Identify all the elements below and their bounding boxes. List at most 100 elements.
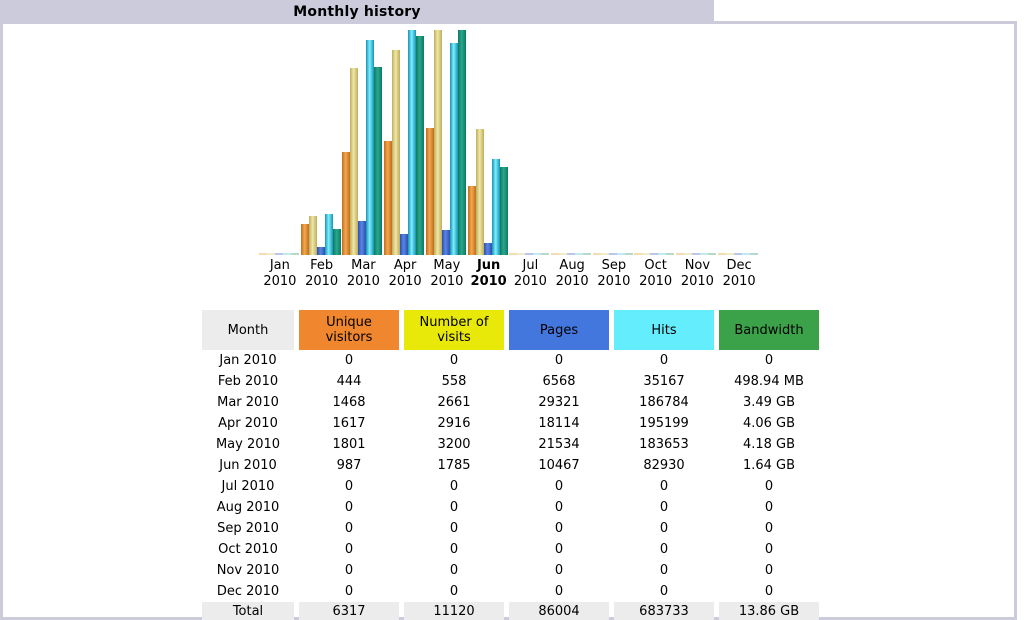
table-row-nov-2010: Nov 2010 0 0 0 0 0 xyxy=(202,560,819,581)
cell-month: Aug 2010 xyxy=(216,500,280,515)
cell-unique: 0 xyxy=(344,479,354,494)
bar-group-jan-2010 xyxy=(259,30,299,255)
cell-hits: 0 xyxy=(659,584,669,599)
total-label: Total xyxy=(202,602,294,620)
cell-unique: 0 xyxy=(344,542,354,557)
bar-bandwidth-gb xyxy=(333,229,341,255)
cell-visits: 0 xyxy=(449,500,459,515)
cell-pages: 0 xyxy=(554,542,564,557)
bar-group-may-2010 xyxy=(426,30,466,255)
cell-bandwidth: 4.18 GB xyxy=(742,437,796,452)
x-axis-label-feb-2010: Feb 2010 xyxy=(305,258,339,289)
bar-hits xyxy=(325,214,333,255)
cell-month: Apr 2010 xyxy=(218,416,278,431)
bar-hits xyxy=(492,159,500,255)
bar-bandwidth-gb xyxy=(416,36,424,255)
bar-unique-visitors xyxy=(342,152,350,255)
bar-pages xyxy=(400,234,408,255)
cell-visits: 1785 xyxy=(437,458,471,473)
cell-pages: 0 xyxy=(554,479,564,494)
bar-group-sep-2010 xyxy=(593,30,633,255)
cell-visits: 0 xyxy=(449,563,459,578)
cell-unique: 987 xyxy=(336,458,362,473)
total-hits: 683733 xyxy=(614,602,714,620)
x-axis-label-apr-2010: Apr 2010 xyxy=(388,258,422,289)
cell-month: Sep 2010 xyxy=(217,521,279,536)
cell-bandwidth: 3.49 GB xyxy=(742,395,796,410)
total-unique: 6317 xyxy=(299,602,399,620)
bar-group-dec-2010 xyxy=(718,30,758,255)
section-title-bar: Monthly history xyxy=(0,0,714,24)
cell-bandwidth: 1.64 GB xyxy=(742,458,796,473)
bar-hits xyxy=(658,253,666,255)
cell-pages: 29321 xyxy=(538,395,580,410)
bar-group-feb-2010 xyxy=(301,30,341,255)
cell-hits: 0 xyxy=(659,563,669,578)
bar-bandwidth-gb xyxy=(291,253,299,255)
bar-unique-visitors xyxy=(426,128,434,255)
cell-unique: 1801 xyxy=(332,437,366,452)
bar-pages xyxy=(567,253,575,255)
bar-hits xyxy=(408,30,416,255)
cell-unique: 444 xyxy=(336,374,362,389)
bar-pages xyxy=(609,253,617,255)
bar-bandwidth-gb xyxy=(583,253,591,255)
bar-hits xyxy=(533,253,541,255)
cell-visits: 558 xyxy=(441,374,467,389)
cell-hits: 0 xyxy=(659,479,669,494)
bar-unique-visitors xyxy=(551,253,559,255)
x-axis-label-dec-2010: Dec 2010 xyxy=(722,258,756,289)
cell-bandwidth: 0 xyxy=(764,500,774,515)
bar-bandwidth-gb xyxy=(708,253,716,255)
cell-unique: 0 xyxy=(344,563,354,578)
cell-month: Jan 2010 xyxy=(219,353,277,368)
cell-hits: 0 xyxy=(659,521,669,536)
bar-bandwidth-gb xyxy=(374,67,382,255)
cell-pages: 0 xyxy=(554,500,564,515)
column-header-bandwidth: Bandwidth xyxy=(719,310,819,350)
cell-pages: 0 xyxy=(554,521,564,536)
bar-pages xyxy=(317,247,325,255)
bar-number-of-visits xyxy=(559,253,567,255)
x-axis-label-oct-2010: Oct 2010 xyxy=(639,258,673,289)
page-title: Monthly history xyxy=(293,4,421,20)
cell-hits: 0 xyxy=(659,542,669,557)
cell-pages: 18114 xyxy=(538,416,580,431)
bar-group-apr-2010 xyxy=(384,30,424,255)
bar-unique-visitors xyxy=(259,253,267,255)
x-axis-label-aug-2010: Aug 2010 xyxy=(555,258,589,289)
bar-unique-visitors xyxy=(634,253,642,255)
bar-hits xyxy=(617,253,625,255)
cell-month: Mar 2010 xyxy=(217,395,279,410)
bar-pages xyxy=(734,253,742,255)
total-pages: 86004 xyxy=(509,602,609,620)
cell-pages: 21534 xyxy=(538,437,580,452)
cell-month: Nov 2010 xyxy=(216,563,280,578)
cell-month: Oct 2010 xyxy=(218,542,278,557)
table-row-jun-2010: Jun 2010 987 1785 10467 82930 1.64 GB xyxy=(202,455,819,476)
table-row-sep-2010: Sep 2010 0 0 0 0 0 xyxy=(202,518,819,539)
bar-unique-visitors xyxy=(468,186,476,255)
cell-month: Dec 2010 xyxy=(216,584,280,599)
bar-number-of-visits xyxy=(309,216,317,255)
bar-unique-visitors xyxy=(676,253,684,255)
bar-number-of-visits xyxy=(601,253,609,255)
table-row-apr-2010: Apr 2010 1617 2916 18114 195199 4.06 GB xyxy=(202,413,819,434)
bar-number-of-visits xyxy=(350,68,358,255)
cell-bandwidth: 0 xyxy=(764,353,774,368)
cell-bandwidth: 498.94 MB xyxy=(734,374,804,389)
cell-hits: 195199 xyxy=(639,416,689,431)
bar-group-jun-2010 xyxy=(468,30,508,255)
table-row-dec-2010: Dec 2010 0 0 0 0 0 xyxy=(202,581,819,602)
cell-pages: 0 xyxy=(554,563,564,578)
total-visits: 11120 xyxy=(404,602,504,620)
cell-bandwidth: 4.06 GB xyxy=(742,416,796,431)
cell-unique: 0 xyxy=(344,500,354,515)
bar-pages xyxy=(650,253,658,255)
bar-pages xyxy=(484,243,492,255)
cell-visits: 0 xyxy=(449,584,459,599)
column-header-unique-visitors: Unique visitors xyxy=(299,310,399,350)
cell-visits: 0 xyxy=(449,521,459,536)
cell-unique: 0 xyxy=(344,353,354,368)
bar-group-aug-2010 xyxy=(551,30,591,255)
